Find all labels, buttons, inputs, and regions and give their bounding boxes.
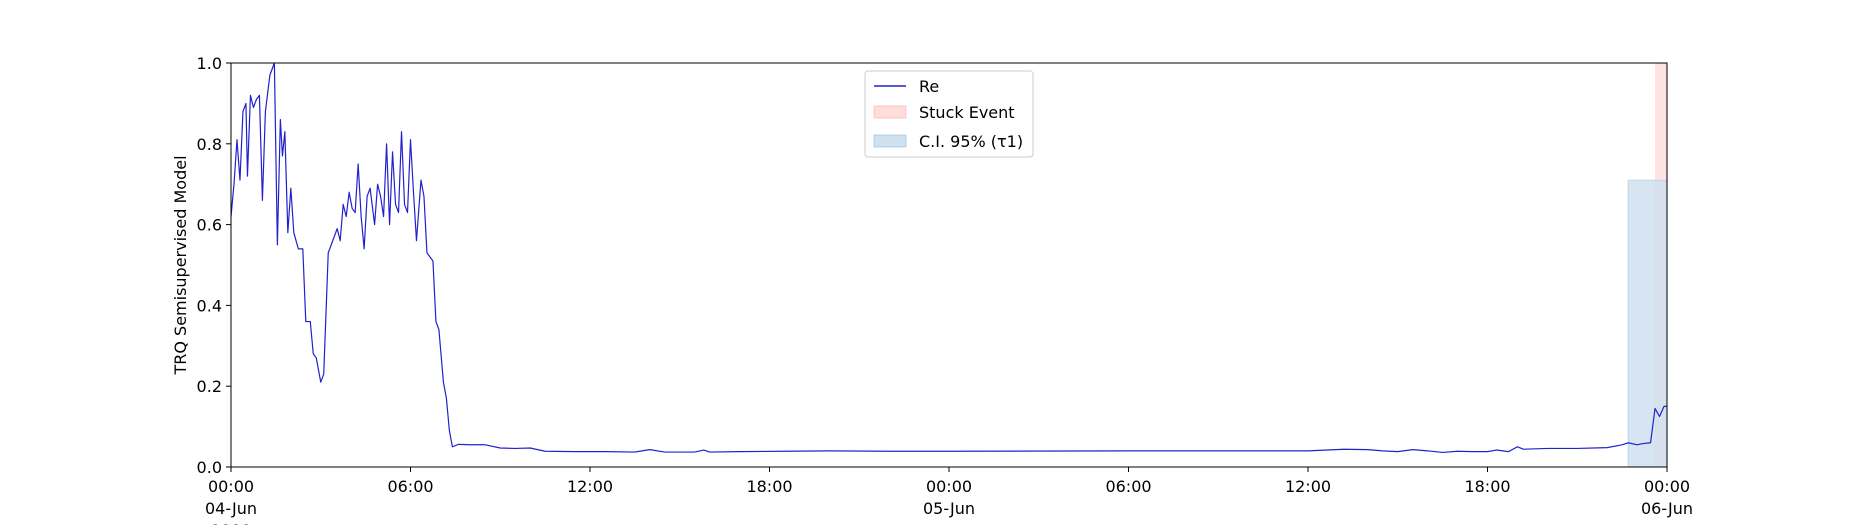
chart-bands [1627, 63, 1668, 468]
y-tick-label: 1.0 [197, 54, 222, 73]
x-tick-label: 06:00 [387, 477, 433, 496]
x-tick-label: 18:00 [1464, 477, 1510, 496]
x-tick-label: 06:00 [1105, 477, 1151, 496]
legend-label-stuck-event: Stuck Event [919, 103, 1015, 122]
ci-band [1627, 179, 1668, 468]
series-layer [230, 62, 1667, 454]
y-tick-label: 0.2 [197, 377, 222, 396]
x-tick-label: 05-Jun [923, 499, 975, 518]
y-tick-label: 0.6 [197, 216, 222, 235]
legend-swatch-ci [873, 134, 907, 148]
series-line-re [230, 62, 1667, 454]
x-tick-label: 04-Jun [205, 499, 257, 518]
x-tick-label: 1990 [211, 521, 252, 525]
x-tick-label: 18:00 [746, 477, 792, 496]
x-tick-label: 00:00 [926, 477, 972, 496]
y-tick-label: 0.4 [197, 296, 222, 315]
x-axis: 00:00 04-Jun 1990 06:00 12:00 18:00 00:00 05-Ju… [205, 467, 1693, 530]
legend: Re Stuck Event C.I. 95% (τ1) [864, 70, 1034, 158]
y-tick-label: 0.8 [197, 135, 222, 154]
x-tick-label: 00:00 [208, 477, 254, 496]
legend-frame [864, 70, 1034, 158]
x-tick-label: 12:00 [567, 477, 613, 496]
x-tick-label: 00:00 [1644, 477, 1690, 496]
legend-label-re: Re [919, 77, 939, 96]
legend-label-ci: C.I. 95% (τ1) [919, 132, 1023, 151]
x-tick-label: 12:00 [1285, 477, 1331, 496]
legend-swatch-stuck-event [873, 105, 907, 119]
y-axis: 0.0 0.2 0.4 0.6 0.8 1.0 [197, 54, 231, 477]
y-tick-label: 0.0 [197, 458, 222, 477]
x-tick-label: 06-Jun [1641, 499, 1693, 518]
y-axis-label: TRQ Semisupervised Model [171, 155, 190, 375]
